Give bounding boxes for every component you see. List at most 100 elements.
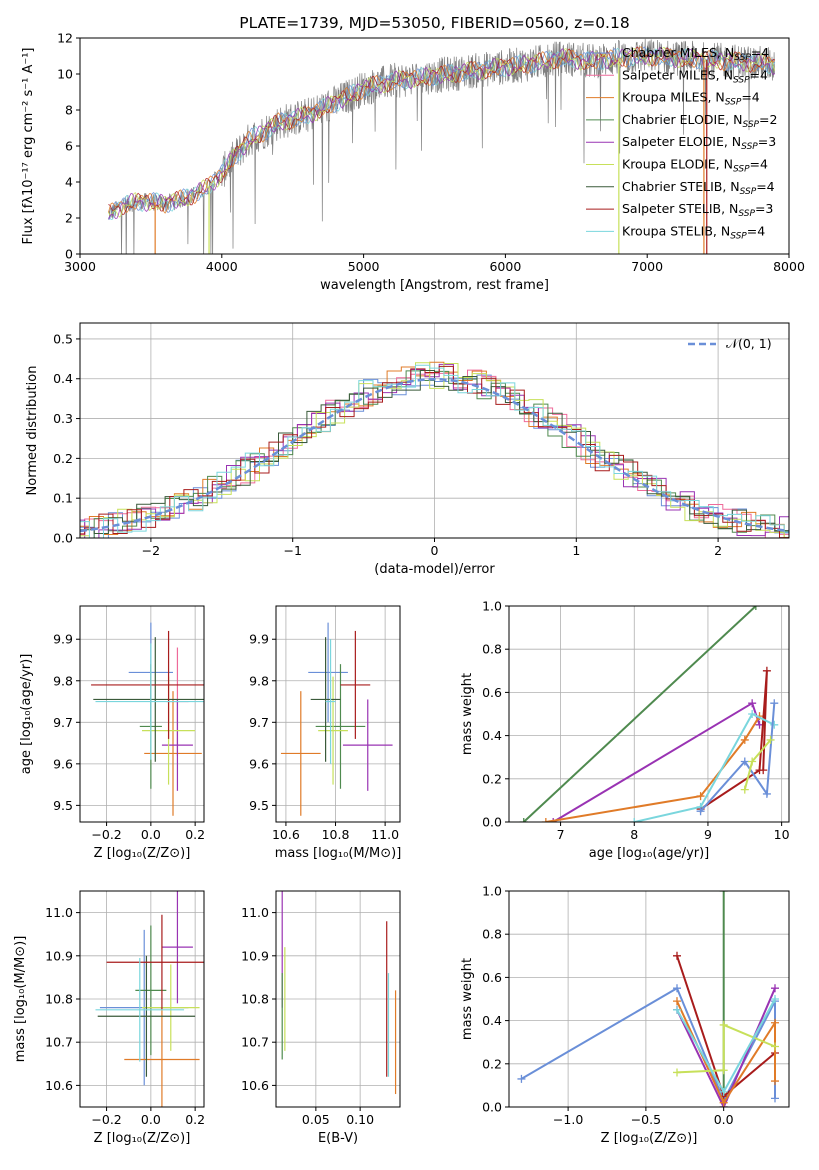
y-tick-label: 0.8	[482, 927, 502, 942]
y-tick-label: 12	[57, 31, 73, 46]
x-tick-label: 6000	[489, 259, 521, 274]
series-marker	[630, 818, 639, 822]
x-axis-label: mass [log₁₀(M/M⊙)]	[275, 846, 402, 861]
series-marker	[719, 1098, 728, 1107]
x-tick-label: 11.0	[371, 827, 399, 842]
series-marker	[771, 1042, 779, 1051]
y-tick-label: 0	[65, 247, 73, 262]
y-tick-label: 0.1	[53, 491, 73, 506]
series-marker	[740, 735, 749, 744]
y-tick-label: 10.7	[45, 1035, 73, 1050]
y-tick-label: 10.8	[45, 992, 73, 1007]
x-axis-label: Z [log₁₀(Z/Z⊙)]	[94, 846, 191, 861]
y-tick-label: 10.7	[241, 1035, 269, 1050]
y-tick-label: 1.0	[482, 599, 502, 614]
model-spectrum-kroupa-elodie	[108, 46, 776, 218]
series-line	[634, 712, 775, 822]
x-tick-label: 7	[557, 827, 565, 842]
y-axis-label: mass weight	[460, 673, 475, 755]
x-tick-label: 10.6	[272, 827, 300, 842]
series-marker	[771, 1094, 779, 1103]
series-marker	[719, 1087, 728, 1096]
series-marker	[771, 1018, 779, 1027]
y-tick-label: 10.6	[45, 1078, 73, 1093]
legend-entry: Kroupa STELIB, NSSP=4	[622, 223, 765, 241]
series-marker	[771, 995, 779, 1003]
histogram-salpeter-elodie	[80, 363, 789, 538]
plot-area-mass-vs-ebv	[281, 891, 397, 1095]
series-marker	[748, 757, 757, 766]
legend-entry: Salpeter ELODIE, NSSP=3	[622, 134, 776, 152]
series-marker	[751, 606, 760, 610]
series-marker	[748, 699, 757, 708]
x-tick-label: −1	[283, 543, 301, 558]
x-tick-label: 0.05	[302, 1112, 330, 1127]
x-tick-label: −0.2	[91, 827, 121, 842]
y-tick-label: 10.9	[241, 948, 269, 963]
x-tick-label: 0.0	[141, 1112, 161, 1127]
legend-entry: Chabrier MILES, NSSP=4	[622, 45, 769, 63]
y-tick-label: 10.8	[241, 992, 269, 1007]
y-axis-label: Normed distribution	[25, 366, 40, 496]
series-marker	[771, 984, 779, 993]
series-marker	[770, 699, 779, 708]
y-axis-label: age [log₁₀(age/yr)]	[19, 654, 34, 775]
x-tick-label: 9	[704, 827, 712, 842]
y-axis-label: Flux [fλ10⁻¹⁷ erg cm⁻² s⁻¹ A⁻¹]	[21, 48, 36, 245]
y-tick-label: 9.5	[53, 798, 73, 813]
y-tick-label: 10.6	[241, 1078, 269, 1093]
x-tick-label: 3000	[64, 259, 96, 274]
x-axis-label: age [log₁₀(age/yr)]	[589, 846, 710, 861]
series-marker	[696, 807, 705, 816]
y-tick-label: 0.4	[53, 371, 73, 386]
y-tick-label: 9.7	[249, 715, 269, 730]
model-spectrum-salpeter-elodie	[108, 46, 776, 220]
chart-title: PLATE=1739, MJD=53050, FIBERID=0560, z=0…	[239, 14, 629, 32]
series-marker	[719, 1020, 728, 1029]
series-line	[676, 1023, 776, 1074]
y-tick-label: 10.9	[45, 948, 73, 963]
series-marker	[766, 735, 775, 744]
x-tick-label: 8	[630, 827, 638, 842]
series-marker	[740, 757, 749, 766]
series-marker	[740, 785, 749, 794]
series-marker	[541, 818, 550, 822]
axes-weight-vs-Z: −1.0 −0.5 0.0 0.0 0.2 0.4 0.6 0.8 1.0 Z [log₁₀(Z/…	[460, 884, 790, 1146]
y-tick-label: 9.8	[53, 673, 73, 688]
x-tick-label: 0.0	[714, 1112, 734, 1127]
axes-frame	[508, 605, 790, 823]
series-line	[699, 703, 776, 812]
y-tick-label: 0.5	[53, 331, 73, 346]
series-marker	[673, 951, 681, 960]
legend: Chabrier MILES, NSSP=4 Salpeter MILES, NS…	[586, 45, 777, 241]
legend-entry: Kroupa ELODIE, NSSP=4	[622, 157, 768, 175]
series-marker	[719, 1066, 728, 1075]
axes-mass-vs-Z: −0.2 0.0 0.2 10.6 10.7 10.8 10.9 11.0 Z [log₁₀(Z…	[13, 890, 205, 1146]
y-tick-label: 9.6	[53, 756, 73, 771]
series-marker	[549, 818, 558, 822]
x-tick-label: 5000	[348, 259, 380, 274]
plot-area-age-vs-Z	[91, 622, 204, 816]
y-tick-label: 0.0	[482, 815, 502, 830]
x-tick-label: −1.0	[553, 1112, 583, 1127]
legend-entry: Kroupa MILES, NSSP=4	[622, 90, 760, 108]
y-tick-label: 1.0	[482, 884, 502, 899]
series-marker	[519, 818, 528, 822]
x-axis-label: (data-model)/error	[374, 562, 495, 577]
y-tick-label: 0.4	[482, 1013, 502, 1028]
y-tick-label: 8	[65, 103, 73, 118]
x-tick-label: 1	[572, 543, 580, 558]
y-tick-label: 11.0	[241, 905, 269, 920]
x-axis-label: Z [log₁₀(Z/Z⊙)]	[94, 1131, 191, 1146]
axes-frame	[508, 890, 790, 1108]
axes-spectrum: 3000 4000 5000 6000 7000 8000 0 2 4 6 8 10 12 wavelen…	[21, 14, 805, 293]
series-marker	[673, 1068, 681, 1077]
y-axis-label: mass [log₁₀(M/M⊙)]	[13, 936, 28, 1063]
axes-frame	[79, 605, 205, 823]
x-axis-label: Z [log₁₀(Z/Z⊙)]	[601, 1131, 698, 1146]
series-marker	[673, 1005, 681, 1014]
plot-area-age-vs-mass	[280, 622, 393, 816]
x-tick-label: 0.10	[346, 1112, 374, 1127]
series-marker	[673, 984, 681, 993]
y-tick-label: 10	[57, 67, 73, 82]
